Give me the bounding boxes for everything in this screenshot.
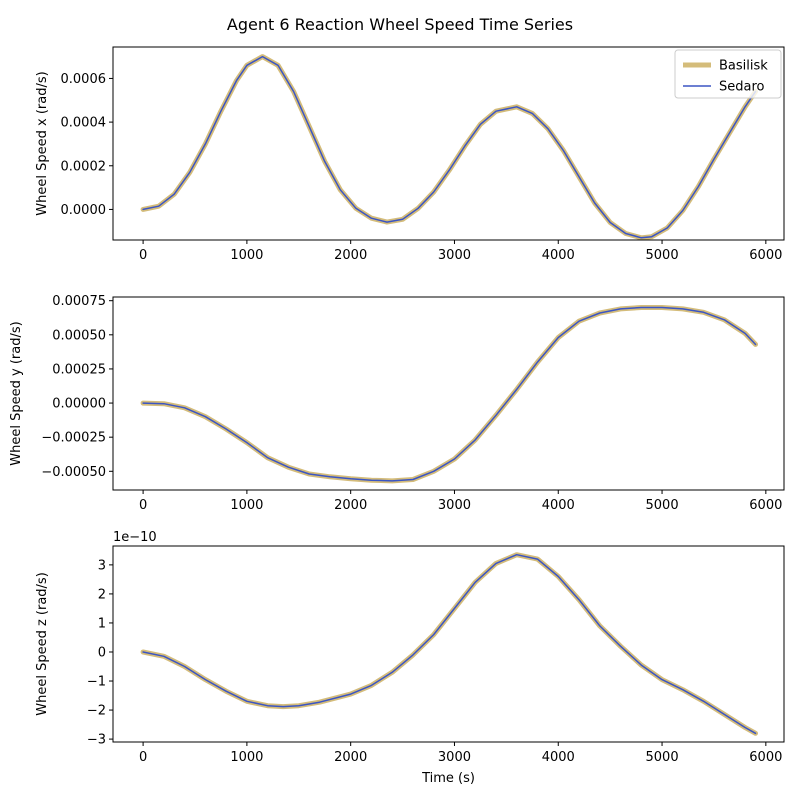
axes-frame (112, 296, 785, 491)
subplots: 0 1000 2000 3000 4000 5000 60000.00000.00020.0… (9, 46, 785, 786)
axes-frame (112, 46, 785, 241)
x-tick-label: 6000 (749, 498, 782, 513)
legend: Basilisk Sedaro (674, 49, 782, 99)
y-axis-label: Wheel Speed x (rad/s) (35, 71, 50, 215)
x-tick-label: 0 (139, 248, 147, 263)
x-tick-label: 2000 (334, 498, 367, 513)
y-tick-label: −3 (87, 733, 106, 748)
y-axis-label: Wheel Speed y (rad/s) (9, 321, 24, 465)
x-tick-label: 3000 (438, 248, 471, 263)
x-tick-label: 0 (139, 498, 147, 513)
y-tick-label: 0.0004 (61, 116, 107, 131)
legend-label-basilisk: Basilisk (719, 59, 768, 74)
x-tick-label: 3000 (438, 750, 471, 765)
x-tick-label: 4000 (542, 750, 575, 765)
series-line-sedaro (142, 306, 757, 482)
x-tick-label: 1000 (230, 498, 263, 513)
y-tick-label: −1 (87, 675, 106, 690)
x-tick-label: 1000 (230, 750, 263, 765)
y-tick-label: 0 (98, 645, 106, 660)
axes-frame (112, 545, 785, 743)
legend-label-sedaro: Sedaro (719, 80, 765, 95)
x-tick-label: 1000 (230, 248, 263, 263)
subplot-z: 0 1000 2000 3000 4000 5000 6000 −3 −2 −1 0 1 2 3 Wheel… (35, 530, 785, 786)
y-tick-label: 0.00000 (52, 397, 106, 412)
y-offset-label: 1e−10 (113, 530, 157, 545)
x-tick-label: 6000 (749, 248, 782, 263)
x-tick-label: 2000 (334, 248, 367, 263)
figure-title: Agent 6 Reaction Wheel Speed Time Series (227, 15, 573, 34)
y-tick-label: −2 (87, 704, 106, 719)
x-tick-label: 5000 (646, 750, 679, 765)
x-axis-label: Time (s) (421, 771, 475, 786)
y-axis-label: Wheel Speed z (rad/s) (35, 572, 50, 716)
subplot-y: 0 1000 2000 3000 4000 5000 6000 −0.00050 −0.0002… (9, 294, 785, 513)
x-tick-label: 6000 (749, 750, 782, 765)
x-tick-label: 4000 (542, 498, 575, 513)
y-tick-label: 0.0000 (61, 203, 107, 218)
x-tick-label: 5000 (646, 498, 679, 513)
y-tick-label: 0.0006 (61, 72, 107, 87)
x-tick-label: 4000 (542, 248, 575, 263)
y-tick-label: 1 (98, 616, 106, 631)
y-tick-label: 0.00025 (52, 362, 106, 377)
y-tick-label: 0.00075 (52, 294, 106, 309)
x-tick-label: 2000 (334, 750, 367, 765)
subplot-x: 0 1000 2000 3000 4000 5000 6000 0.0000 0.0002 0.0… (35, 46, 785, 263)
x-tick-label: 5000 (646, 248, 679, 263)
x-tick-label: 3000 (438, 498, 471, 513)
y-tick-label: −0.00025 (41, 431, 106, 446)
y-tick-label: 0.0002 (61, 159, 107, 174)
series-line-sedaro (142, 553, 757, 735)
y-tick-label: −0.00050 (41, 465, 106, 480)
y-tick-label: 2 (98, 587, 106, 602)
series-line-sedaro (142, 55, 757, 239)
x-tick-label: 0 (139, 750, 147, 765)
y-tick-label: 3 (98, 558, 106, 573)
y-tick-label: 0.00050 (52, 328, 106, 343)
